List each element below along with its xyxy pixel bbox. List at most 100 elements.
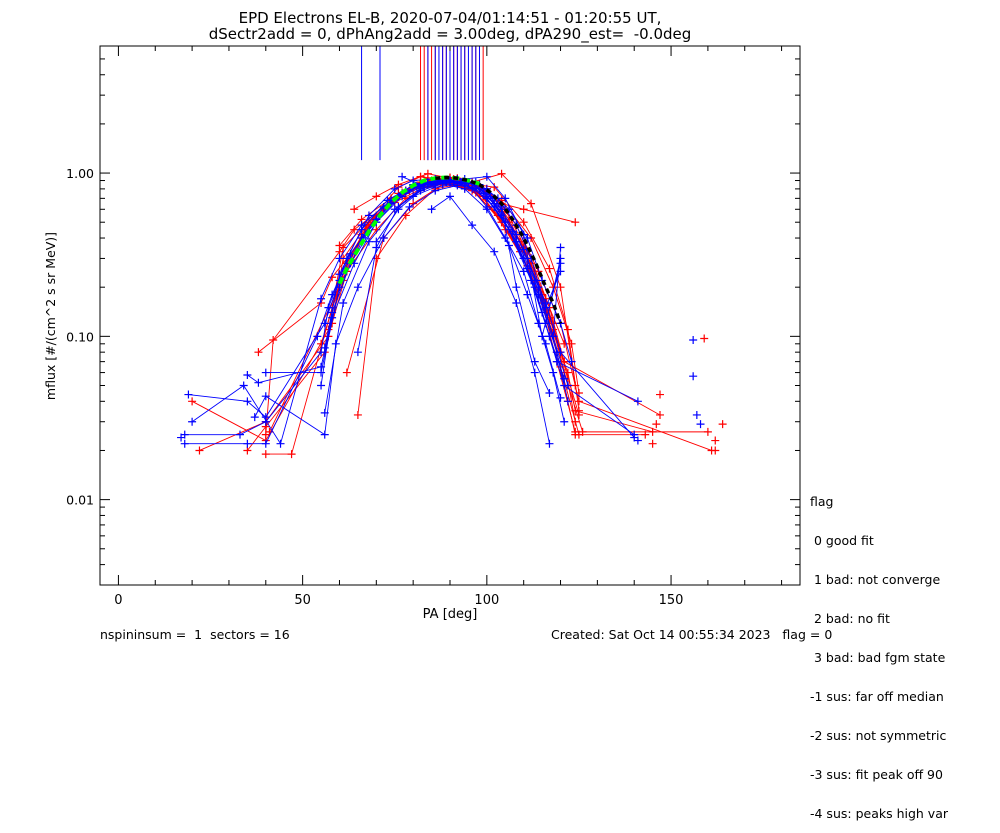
footer-right-info: Created: Sat Oct 14 00:55:34 2023 flag =… [551, 627, 833, 642]
series-line [184, 183, 561, 445]
fit-curve-black [435, 175, 563, 325]
legend-item: 0 good fit [810, 533, 874, 548]
data-point [689, 335, 698, 344]
data-point [711, 436, 720, 445]
data-point [317, 381, 326, 390]
data-point [350, 225, 359, 234]
data-point [239, 381, 248, 390]
data-point [317, 368, 326, 377]
data-point [372, 192, 381, 201]
data-point [261, 439, 270, 448]
data-point [633, 397, 642, 406]
fit-curves [337, 175, 563, 325]
data-point [560, 417, 569, 426]
data-point [519, 218, 528, 227]
data-point [519, 205, 528, 214]
data-point [656, 410, 664, 419]
data-point [431, 183, 440, 192]
data-point [512, 299, 521, 308]
data-point [261, 368, 270, 377]
legend-item: -1 sus: far off median [810, 689, 944, 704]
chart-title-line-1: EPD Electrons EL-B, 2020-07-04/01:14:51 … [238, 9, 662, 27]
data-point [571, 218, 580, 227]
data-point [405, 202, 414, 211]
data-point [530, 368, 539, 377]
data-point [652, 420, 661, 429]
data-point [571, 427, 580, 436]
data-point [545, 388, 554, 397]
data-point [545, 439, 554, 448]
data-point [261, 392, 270, 401]
data-point [409, 192, 418, 201]
data-point [254, 378, 263, 387]
y-tick-label: 0.10 [66, 329, 94, 344]
axes: 0 50 100 150 0.01 0.10 1.00 [66, 45, 800, 608]
data-point [317, 294, 326, 303]
data-point [711, 446, 720, 455]
data-point [320, 430, 329, 439]
data-point [398, 172, 407, 181]
data-point [335, 270, 344, 279]
data-point [490, 247, 499, 256]
data-point [195, 446, 204, 455]
data-point [574, 406, 583, 415]
series-line [269, 178, 653, 433]
data-point [552, 357, 561, 366]
data-point [180, 439, 189, 448]
data-point [409, 199, 418, 208]
series-line [324, 181, 561, 413]
data-point [350, 205, 359, 214]
data-point [177, 433, 186, 442]
data-point [287, 450, 296, 459]
data-point [541, 303, 550, 312]
data-point [556, 243, 565, 252]
data-point [261, 450, 270, 459]
data-point [383, 196, 392, 205]
data-point [541, 339, 550, 348]
data-point [335, 241, 344, 250]
data-point [353, 348, 362, 357]
data-point [563, 397, 572, 406]
data-point [556, 259, 565, 268]
data-point [523, 290, 532, 299]
data-point [656, 390, 664, 399]
data-point [567, 357, 576, 366]
series-line [431, 195, 550, 444]
data-point [339, 243, 348, 252]
data-point [696, 420, 705, 429]
data-point [567, 339, 576, 348]
x-tick-label: 50 [294, 593, 311, 608]
data-point [353, 283, 362, 292]
series-line [265, 181, 565, 379]
data-point [390, 184, 399, 193]
data-point [527, 199, 536, 208]
data-point [416, 172, 425, 181]
data-point [317, 339, 326, 348]
data-point [479, 189, 488, 198]
data-point [490, 199, 499, 208]
legend-item: 1 bad: not converge [810, 572, 941, 587]
y-tick-label: 1.00 [66, 166, 94, 181]
chart-title-line-2: dSectr2add = 0, dPhAng2add = 3.00deg, dP… [208, 25, 692, 43]
data-point [269, 335, 278, 344]
data-point [563, 381, 572, 390]
data-point [339, 299, 348, 308]
data-point [482, 172, 491, 181]
data-point [692, 410, 701, 419]
data-point [335, 254, 344, 263]
data-point [501, 234, 510, 243]
data-point [689, 372, 698, 381]
data-point [549, 332, 558, 341]
data-point [184, 390, 193, 399]
data-point [276, 439, 285, 448]
data-point [372, 254, 381, 263]
data-point [648, 439, 657, 448]
data-point [501, 194, 510, 203]
series-line [247, 180, 569, 386]
data-point [243, 370, 252, 379]
data-point [556, 319, 565, 328]
data-point [353, 410, 362, 419]
data-point [512, 283, 521, 292]
x-tick-label: 150 [659, 593, 684, 608]
legend-title: flag [810, 494, 834, 509]
